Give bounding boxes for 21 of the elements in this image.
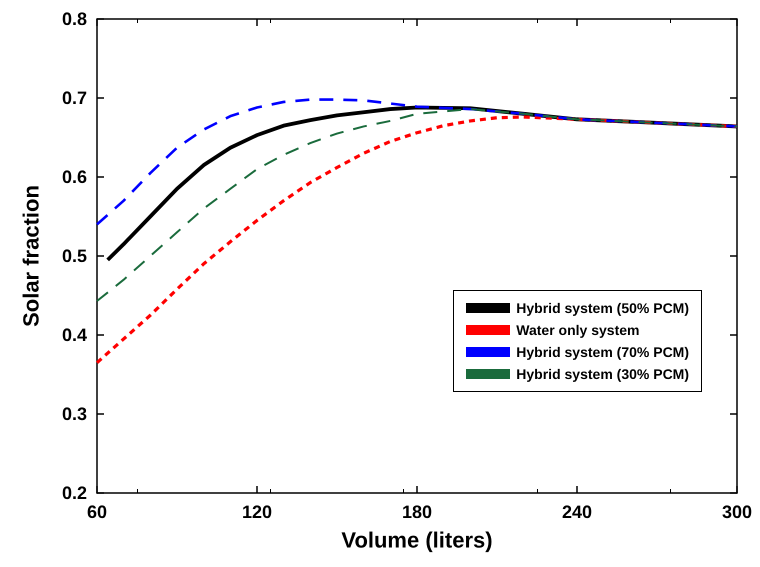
x-tick-label: 120 — [242, 502, 272, 522]
line-series — [95, 115, 739, 364]
y-tick-label: 0.8 — [62, 9, 87, 29]
x-tick-label: 300 — [722, 502, 752, 522]
legend-label: Water only system — [516, 322, 640, 338]
y-tick-label: 0.5 — [62, 246, 87, 266]
legend-label: Hybrid system (70% PCM) — [516, 344, 689, 360]
x-tick-label: 60 — [86, 502, 108, 522]
y-tick-label: 0.4 — [62, 325, 87, 345]
y-tick-label: 0.6 — [62, 167, 87, 187]
line-series — [96, 108, 738, 302]
y-tick-label: 0.3 — [62, 404, 87, 424]
x-tick-label: 180 — [402, 502, 432, 522]
x-axis-title: Volume (liters) — [341, 528, 493, 552]
legend-label: Hybrid system (50% PCM) — [516, 300, 689, 316]
y-tick-label: 0.2 — [62, 483, 87, 503]
line-series — [96, 98, 738, 226]
legend-label: Hybrid system (30% PCM) — [516, 366, 689, 382]
x-tick-label: 240 — [562, 502, 592, 522]
y-axis-title: Solar fraction — [18, 185, 44, 327]
y-tick-label: 0.7 — [62, 88, 87, 108]
